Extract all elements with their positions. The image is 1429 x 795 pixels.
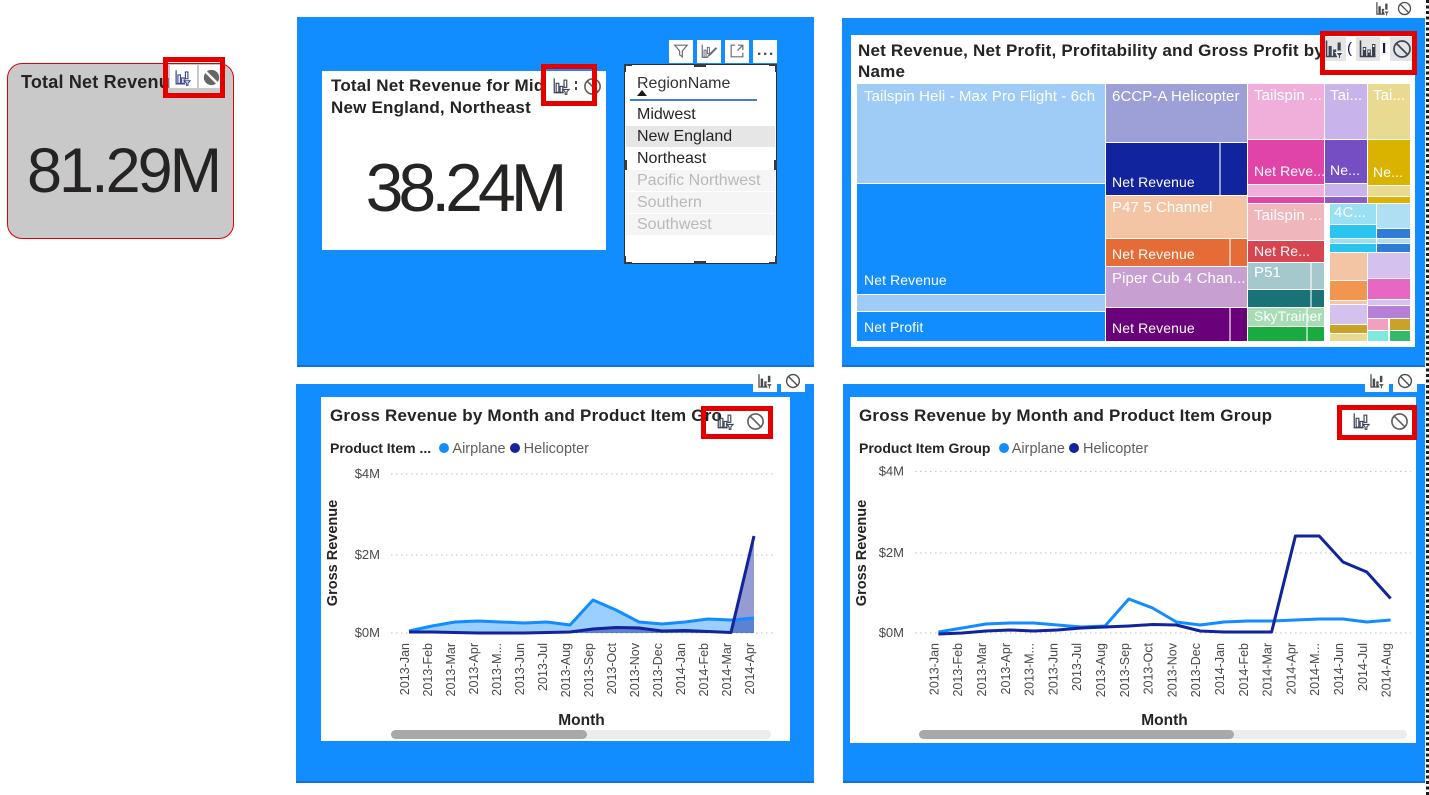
svg-text:2013-Jun: 2013-Jun xyxy=(513,643,527,695)
svg-text:$4M: $4M xyxy=(355,466,380,481)
svg-text:$2M: $2M xyxy=(879,545,904,560)
svg-text:2014-Mar: 2014-Mar xyxy=(720,643,734,697)
svg-text:2013-Jan: 2013-Jan xyxy=(927,643,941,695)
svg-text:$4M: $4M xyxy=(879,464,904,479)
svg-text:2013-Jan: 2013-Jan xyxy=(398,643,412,695)
svg-text:2013-Nov: 2013-Nov xyxy=(628,642,642,697)
svg-text:2013-Sep: 2013-Sep xyxy=(1118,643,1132,697)
svg-text:$2M: $2M xyxy=(355,547,380,562)
svg-text:2013-Jul: 2013-Jul xyxy=(1070,643,1084,691)
svg-text:2013-Sep: 2013-Sep xyxy=(582,643,596,697)
svg-text:Month: Month xyxy=(1141,712,1187,729)
svg-text:2014-Feb: 2014-Feb xyxy=(697,643,711,697)
svg-text:2013-M...: 2013-M... xyxy=(490,643,504,696)
svg-text:2013-Feb: 2013-Feb xyxy=(951,643,965,697)
svg-text:2013-Apr: 2013-Apr xyxy=(467,643,481,694)
svg-text:2014-M...: 2014-M... xyxy=(1308,643,1322,696)
svg-text:2014-Jul: 2014-Jul xyxy=(1356,643,1370,691)
svg-text:2014-Mar: 2014-Mar xyxy=(1261,643,1275,697)
svg-text:$0M: $0M xyxy=(879,625,904,640)
svg-text:Month: Month xyxy=(558,712,604,729)
svg-text:2013-Oct: 2013-Oct xyxy=(605,642,619,694)
svg-text:2014-Jan: 2014-Jan xyxy=(674,643,688,695)
svg-text:2014-Jan: 2014-Jan xyxy=(1213,643,1227,695)
svg-text:2013-Jul: 2013-Jul xyxy=(536,643,550,691)
svg-text:2013-Mar: 2013-Mar xyxy=(975,643,989,697)
svg-text:2013-M...: 2013-M... xyxy=(1023,643,1037,696)
svg-text:2014-Feb: 2014-Feb xyxy=(1237,643,1251,697)
svg-text:2014-Apr: 2014-Apr xyxy=(1284,643,1298,694)
svg-text:2013-Aug: 2013-Aug xyxy=(559,643,573,697)
svg-text:2013-Aug: 2013-Aug xyxy=(1094,643,1108,697)
svg-text:2013-Dec: 2013-Dec xyxy=(1189,643,1203,697)
svg-text:2013-Jun: 2013-Jun xyxy=(1046,643,1060,695)
svg-text:2014-Aug: 2014-Aug xyxy=(1380,643,1394,697)
svg-text:2013-Feb: 2013-Feb xyxy=(421,643,435,697)
svg-text:2013-Dec: 2013-Dec xyxy=(651,643,665,697)
svg-text:Gross Revenue: Gross Revenue xyxy=(854,500,870,606)
svg-text:Gross Revenue: Gross Revenue xyxy=(325,500,341,606)
svg-text:$0M: $0M xyxy=(355,625,380,640)
svg-text:2013-Apr: 2013-Apr xyxy=(999,643,1013,694)
svg-text:2013-Nov: 2013-Nov xyxy=(1165,642,1179,697)
svg-text:2014-Jun: 2014-Jun xyxy=(1332,643,1346,695)
svg-text:2013-Mar: 2013-Mar xyxy=(444,643,458,697)
svg-text:2013-Oct: 2013-Oct xyxy=(1142,642,1156,694)
svg-text:2014-Apr: 2014-Apr xyxy=(743,643,757,694)
